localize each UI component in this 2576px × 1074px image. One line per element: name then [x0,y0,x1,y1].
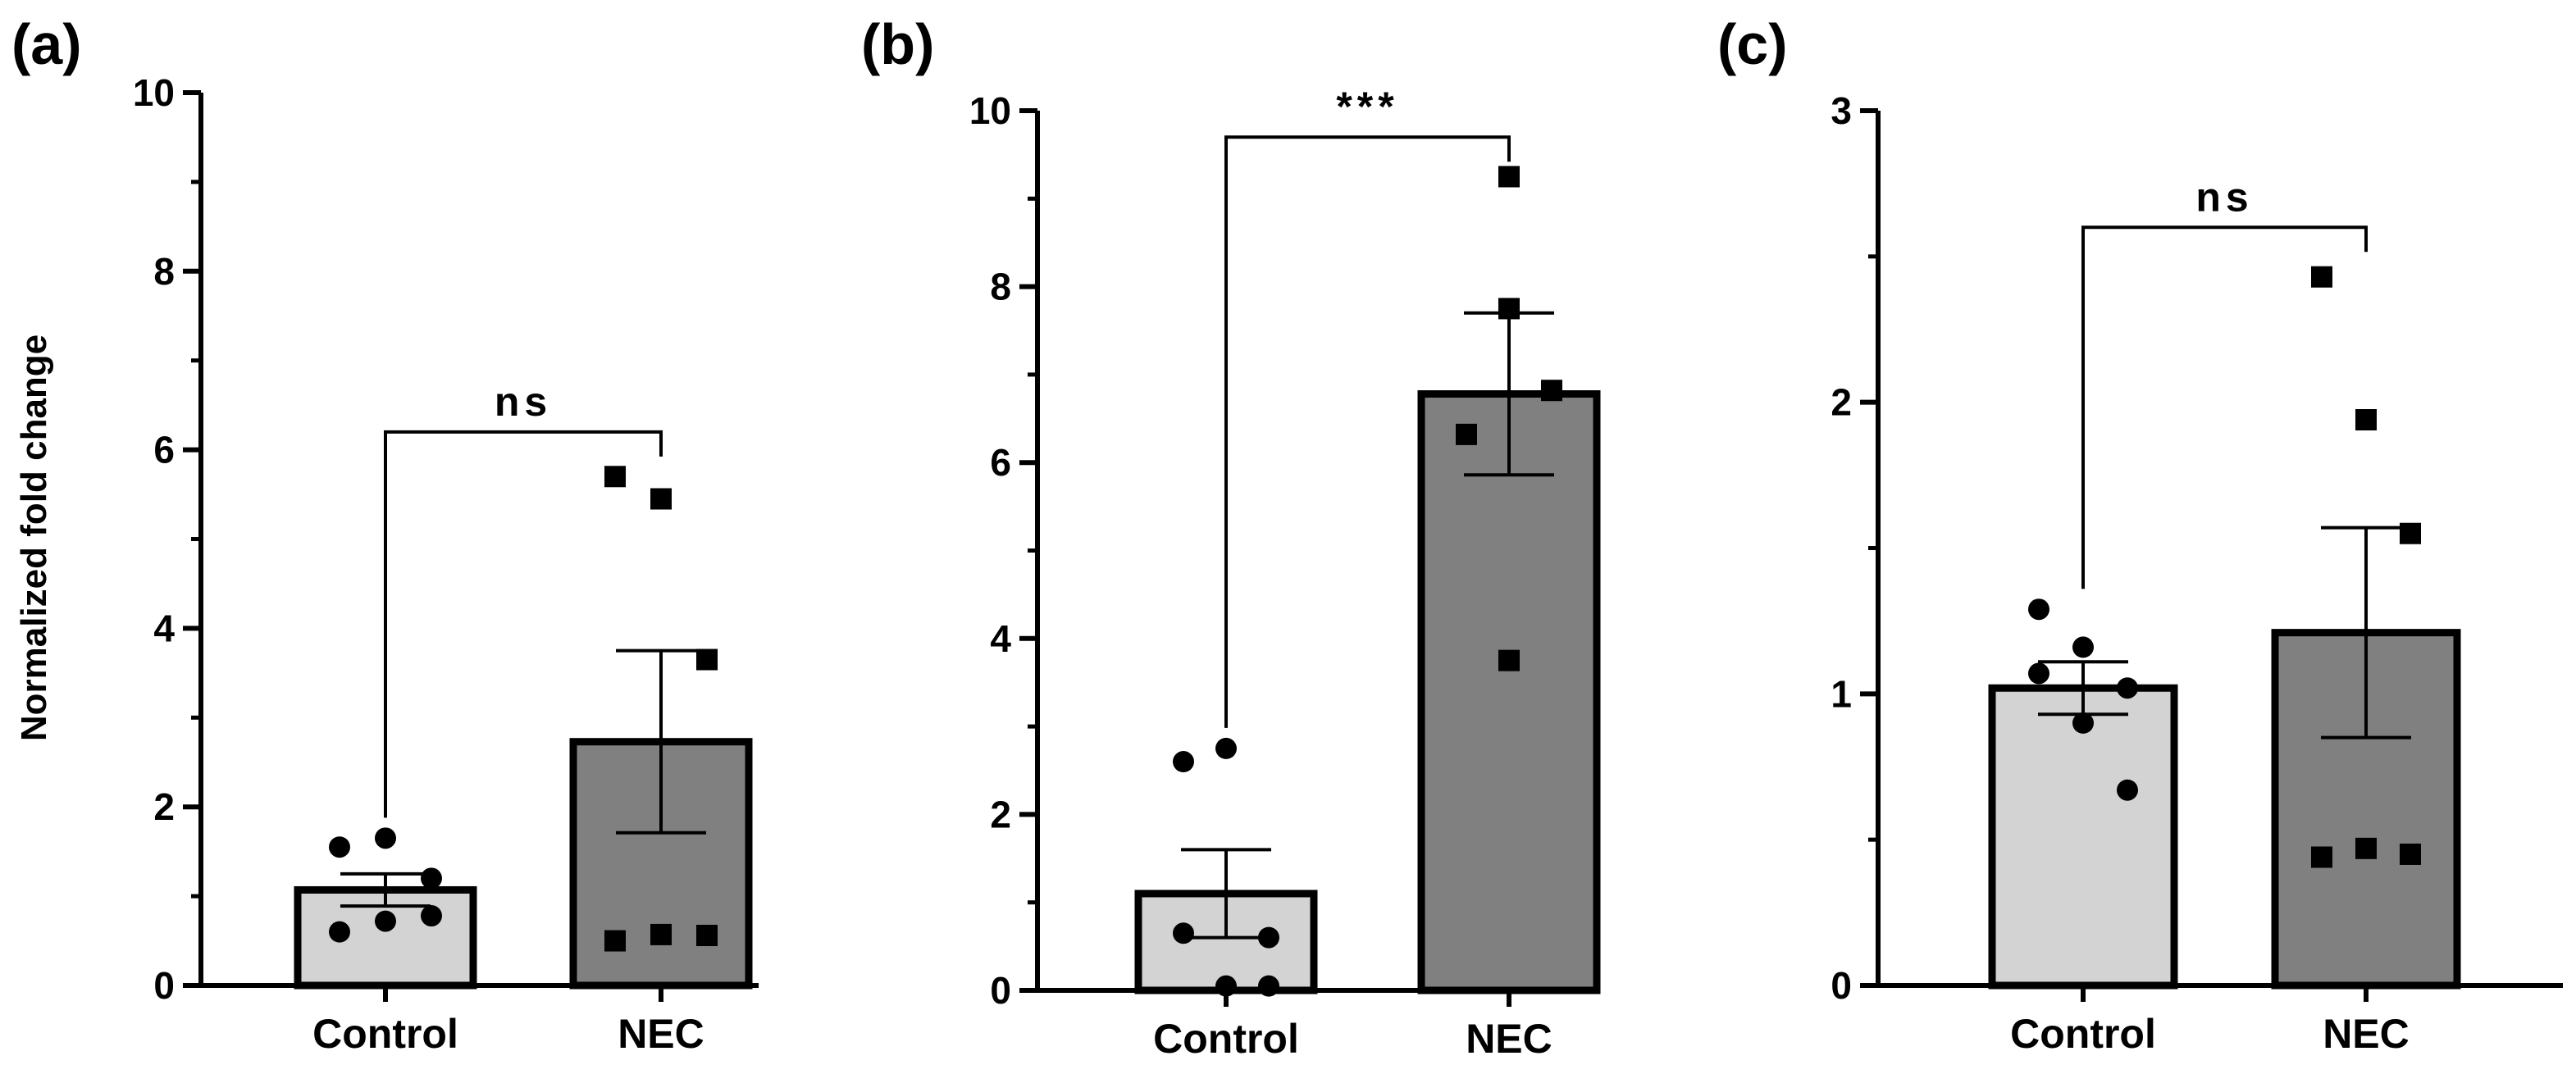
data-point-control [2117,677,2138,699]
data-point-control [2028,598,2049,621]
data-point-nec [2400,843,2421,865]
y-tick-label: 1 [1831,672,1852,715]
y-tick-label: 10 [969,89,1011,132]
y-tick-label: 8 [153,250,175,293]
significance-bracket [384,430,663,818]
data-point-control [375,910,396,932]
data-point-control [1258,975,1279,997]
significance-label: ns [2195,174,2253,220]
bar-nec [1417,390,1601,994]
data-point-nec [1456,423,1477,445]
x-tick-label-control: Control [312,1011,458,1057]
y-tick-label: 2 [990,793,1011,835]
chart-b-plot: 0 2 4 6 8 10 Control NEC *** [969,84,1601,1062]
y-tick-label: 4 [153,607,175,649]
panel-label-b: (b) [861,12,934,76]
significance-bracket [2081,225,2368,589]
data-point-nec [696,925,718,947]
data-point-control [421,867,442,890]
data-point-control [375,827,396,849]
data-point-nec [2311,846,2332,868]
data-point-control [329,836,350,858]
y-tick-label: 0 [153,964,175,1007]
data-point-control [1215,975,1237,997]
data-point-control [1215,737,1237,759]
data-point-nec [2400,522,2421,544]
x-tick-label-nec: NEC [618,1011,704,1057]
data-point-nec [1541,380,1562,402]
bar-control [1988,684,2178,990]
panel-c: (c) 0 1 2 3 Control NEC ns [1717,12,2563,1057]
data-point-nec [1498,166,1520,188]
data-point-control [1258,926,1279,949]
y-tick-label: 0 [1831,964,1852,1007]
panel-a: (a) Normalized fold change 0 2 4 6 8 10 Contro… [11,12,759,1057]
data-point-control [2117,779,2138,801]
y-tick-label: 2 [1831,381,1852,424]
significance-label: *** [1336,84,1398,130]
data-point-control [1173,922,1194,944]
significance-label: ns [495,379,552,425]
x-tick-label-control: Control [2010,1011,2156,1057]
y-tick-label: 6 [990,441,1011,484]
significance-bracket [1224,135,1511,728]
data-point-nec [650,923,672,945]
y-tick-label: 4 [990,617,1011,660]
panel-label-a: (a) [11,12,82,76]
chart-c-plot: 0 1 2 3 Control NEC ns [1831,89,2563,1057]
x-tick-label-nec: NEC [1466,1016,1552,1062]
chart-a-plot: 0 2 4 6 8 10 Control NEC ns [133,71,759,1057]
data-point-nec [2355,837,2377,859]
panel-label-c: (c) [1717,12,1788,76]
data-point-nec [604,930,626,952]
x-tick-label-nec: NEC [2323,1011,2410,1057]
data-point-control [329,921,350,943]
data-point-nec [1498,298,1520,320]
x-tick-label-control: Control [1153,1016,1299,1062]
y-tick-label: 0 [990,969,1011,1012]
data-point-control [2072,636,2094,658]
data-point-nec [2355,409,2377,431]
panel-b: (b) 0 2 4 6 8 10 Control NEC *** [861,12,1601,1062]
data-point-control [1173,751,1194,773]
data-point-control [421,905,442,927]
y-tick-label: 3 [1831,89,1852,132]
data-point-nec [1498,649,1520,671]
data-point-nec [604,466,626,488]
y-tick-label: 8 [990,266,1011,308]
y-tick-label: 10 [133,71,175,114]
data-point-control [2072,712,2094,734]
data-point-nec [650,488,672,510]
data-point-nec [2311,266,2332,288]
data-point-nec [696,648,718,671]
y-axis-label: Normalized fold change [14,334,54,741]
y-tick-label: 6 [153,429,175,471]
data-point-control [2028,662,2049,685]
y-tick-label: 2 [153,785,175,828]
